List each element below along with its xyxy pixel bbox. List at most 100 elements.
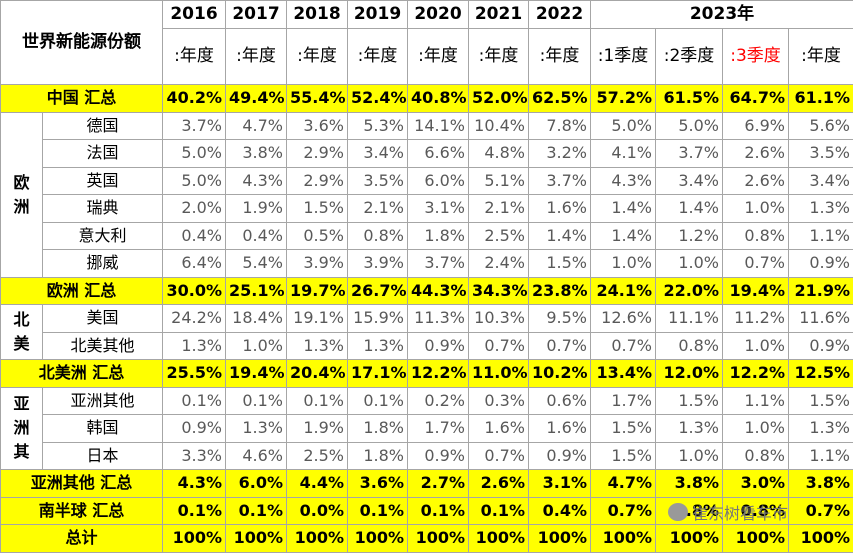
value-cell: 3.4%	[348, 140, 408, 168]
value-cell: 0.9%	[789, 332, 853, 360]
value-cell: 3.8%	[656, 470, 723, 498]
value-cell: 24.2%	[163, 305, 226, 333]
value-cell: 100%	[723, 525, 789, 553]
value-cell: 1.3%	[656, 415, 723, 443]
value-cell: 6.0%	[226, 470, 287, 498]
value-cell: 1.9%	[226, 195, 287, 223]
value-cell: 1.6%	[529, 195, 591, 223]
value-cell: 40.2%	[163, 85, 226, 113]
value-cell: 1.0%	[723, 415, 789, 443]
value-cell: 5.3%	[348, 112, 408, 140]
value-cell: 12.2%	[408, 360, 469, 388]
value-cell: 11.6%	[789, 305, 853, 333]
value-cell: 0.9%	[529, 442, 591, 470]
value-cell: 1.1%	[789, 442, 853, 470]
value-cell: 19.4%	[723, 277, 789, 305]
value-cell: 52.4%	[348, 85, 408, 113]
value-cell: 1.0%	[656, 250, 723, 278]
row-label: 亚洲其他 汇总	[1, 470, 163, 498]
value-cell: 2.4%	[469, 250, 529, 278]
value-cell: 0.9%	[163, 415, 226, 443]
row-label: 中国 汇总	[1, 85, 163, 113]
value-cell: 0.1%	[226, 387, 287, 415]
value-cell: 3.7%	[408, 250, 469, 278]
value-cell: 3.0%	[723, 470, 789, 498]
row-label: 英国	[43, 167, 163, 195]
value-cell: 0.7%	[723, 250, 789, 278]
value-cell: 4.8%	[469, 140, 529, 168]
value-cell: 12.0%	[656, 360, 723, 388]
value-cell: 1.5%	[529, 250, 591, 278]
value-cell: 4.3%	[591, 167, 656, 195]
period-header: :年度	[408, 29, 469, 85]
value-cell: 1.5%	[789, 387, 853, 415]
row-label: 挪威	[43, 250, 163, 278]
value-cell: 1.5%	[591, 442, 656, 470]
value-cell: 5.0%	[163, 167, 226, 195]
value-cell: 1.5%	[656, 387, 723, 415]
value-cell: 10.3%	[469, 305, 529, 333]
value-cell: 1.9%	[287, 415, 348, 443]
region-label: 欧洲	[14, 171, 30, 219]
value-cell: 0.2%	[408, 387, 469, 415]
value-cell: 30.0%	[163, 277, 226, 305]
value-cell: 1.1%	[723, 387, 789, 415]
value-cell: 100%	[656, 525, 723, 553]
period-header: :年度	[529, 29, 591, 85]
value-cell: 0.9%	[789, 250, 853, 278]
value-cell: 4.3%	[163, 470, 226, 498]
row-label: 南半球 汇总	[1, 497, 163, 525]
value-cell: 1.4%	[591, 222, 656, 250]
period-header: :1季度	[591, 29, 656, 85]
value-cell: 1.1%	[789, 222, 853, 250]
value-cell: 49.4%	[226, 85, 287, 113]
value-cell: 100%	[226, 525, 287, 553]
row-label: 美国	[43, 305, 163, 333]
value-cell: 4.6%	[226, 442, 287, 470]
value-cell: 6.9%	[723, 112, 789, 140]
region-cell: 北美	[1, 305, 43, 360]
value-cell: 1.5%	[287, 195, 348, 223]
value-cell: 3.9%	[348, 250, 408, 278]
value-cell: 1.5%	[591, 415, 656, 443]
value-cell: 0.4%	[163, 222, 226, 250]
value-cell: 25.1%	[226, 277, 287, 305]
value-cell: 2.5%	[469, 222, 529, 250]
value-cell: 1.3%	[287, 332, 348, 360]
value-cell: 0.7%	[529, 332, 591, 360]
value-cell: 3.4%	[656, 167, 723, 195]
value-cell: 3.4%	[789, 167, 853, 195]
value-cell: 2.7%	[408, 470, 469, 498]
value-cell: 2.5%	[287, 442, 348, 470]
value-cell: 3.1%	[408, 195, 469, 223]
value-cell: 12.2%	[723, 360, 789, 388]
value-cell: 4.7%	[226, 112, 287, 140]
watermark: 崔东树看车市	[668, 500, 788, 524]
value-cell: 0.1%	[163, 387, 226, 415]
value-cell: 0.7%	[591, 497, 656, 525]
value-cell: 100%	[469, 525, 529, 553]
year-header: 2017	[226, 1, 287, 29]
region-cell: 欧洲	[1, 112, 43, 277]
value-cell: 20.4%	[287, 360, 348, 388]
value-cell: 0.6%	[529, 387, 591, 415]
value-cell: 1.2%	[656, 222, 723, 250]
value-cell: 40.8%	[408, 85, 469, 113]
value-cell: 11.0%	[469, 360, 529, 388]
value-cell: 0.1%	[163, 497, 226, 525]
value-cell: 100%	[591, 525, 656, 553]
value-cell: 100%	[789, 525, 853, 553]
value-cell: 0.3%	[469, 387, 529, 415]
value-cell: 5.4%	[226, 250, 287, 278]
value-cell: 12.5%	[789, 360, 853, 388]
value-cell: 1.0%	[591, 250, 656, 278]
